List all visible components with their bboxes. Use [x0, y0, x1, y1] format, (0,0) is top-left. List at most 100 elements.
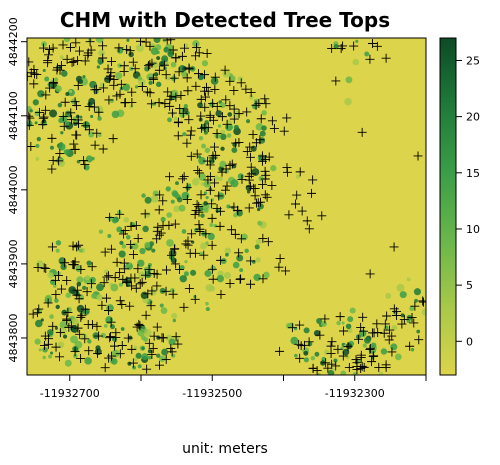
tree-top-marker	[399, 315, 409, 325]
tree-top-marker	[297, 206, 307, 216]
canopy-patch	[340, 370, 347, 375]
tree-top-marker	[58, 40, 68, 50]
tree-top-marker	[52, 65, 62, 75]
canopy-patch	[179, 275, 187, 283]
tree-top-marker	[225, 160, 235, 170]
canopy-patch	[133, 345, 138, 350]
canopy-patch	[97, 116, 102, 121]
canopy-patch	[119, 240, 124, 245]
tree-top-marker	[304, 337, 314, 347]
canopy-patch	[179, 108, 184, 112]
tree-top-marker	[200, 92, 210, 102]
tree-top-marker	[357, 127, 367, 137]
canopy-patch	[41, 41, 47, 47]
tree-top-marker	[38, 43, 48, 53]
tree-top-marker	[92, 321, 102, 331]
tree-top-marker	[51, 342, 61, 352]
canopy-patch	[230, 179, 239, 188]
canopy-patch	[147, 262, 152, 267]
tree-top-marker	[384, 335, 394, 345]
canopy-patch	[89, 80, 97, 89]
canopy-patch	[345, 76, 353, 84]
tree-top-marker	[57, 284, 67, 294]
canopy-patch	[144, 211, 151, 218]
tree-top-marker	[196, 94, 206, 104]
tree-top-marker	[320, 314, 330, 324]
canopy-patch	[49, 279, 56, 286]
canopy-patch	[79, 115, 83, 119]
canopy-patch	[107, 216, 113, 222]
canopy-patch	[255, 123, 264, 131]
canopy-patch	[198, 136, 204, 141]
tree-top-marker	[336, 44, 346, 54]
tree-top-marker	[295, 167, 305, 177]
tree-top-marker	[282, 167, 292, 177]
canopy-patch	[226, 133, 232, 138]
tree-top-marker	[43, 298, 53, 308]
canopy-patch	[244, 248, 249, 254]
tree-top-marker	[230, 229, 240, 239]
tree-top-marker	[131, 220, 141, 230]
tree-top-marker	[38, 120, 48, 130]
tree-top-marker	[210, 178, 220, 188]
canopy-patch	[150, 195, 159, 203]
canopy-patch	[60, 263, 67, 271]
canopy-patch	[333, 358, 338, 363]
canopy-patch	[406, 277, 411, 282]
tree-top-marker	[90, 85, 100, 95]
y-tick-label: 4843900	[7, 239, 20, 288]
canopy-patch	[54, 298, 59, 303]
canopy-patch	[42, 346, 48, 353]
tree-top-marker	[65, 42, 75, 52]
canopy-patch	[107, 233, 112, 238]
colorbar-ramp	[439, 37, 457, 376]
tree-top-marker	[194, 201, 204, 211]
tree-top-marker	[155, 360, 165, 370]
y-tick-label: 4844200	[7, 17, 20, 66]
tree-top-marker	[73, 56, 83, 66]
tree-top-marker	[80, 304, 90, 314]
tree-top-marker	[147, 58, 157, 68]
tree-top-marker	[86, 279, 96, 289]
canopy-patch	[192, 178, 200, 186]
tree-top-marker	[236, 234, 246, 244]
tree-top-marker	[83, 48, 93, 58]
canopy-patch	[165, 186, 171, 192]
canopy-patch	[76, 304, 85, 313]
tree-top-marker	[74, 119, 84, 129]
tree-top-marker	[257, 156, 267, 166]
canopy-patch	[207, 232, 215, 241]
canopy-patch	[116, 46, 124, 54]
tree-top-marker	[212, 129, 222, 139]
canopy-patch	[170, 89, 179, 98]
tree-top-marker	[85, 38, 95, 47]
canopy-patch	[173, 205, 180, 213]
tree-top-marker	[275, 254, 285, 264]
tree-top-marker	[173, 118, 183, 128]
canopy-patch	[258, 155, 266, 162]
tree-top-marker	[47, 242, 57, 252]
tree-top-marker	[98, 144, 108, 154]
canopy-patch	[63, 38, 71, 43]
tree-top-marker	[157, 333, 167, 343]
tree-top-marker	[410, 301, 420, 311]
tree-top-marker	[39, 112, 49, 122]
canopy-patch	[117, 63, 122, 68]
canopy-patch	[140, 291, 149, 300]
tree-top-marker	[215, 221, 225, 231]
canopy-patch	[141, 193, 146, 198]
canopy-patch	[47, 329, 54, 336]
tree-top-marker	[155, 190, 165, 200]
tree-top-marker	[234, 248, 244, 258]
canopy-patch	[65, 292, 72, 298]
tree-top-marker	[169, 73, 179, 83]
tree-top-marker	[135, 279, 145, 289]
tree-top-marker	[89, 102, 99, 112]
canopy-patch	[60, 131, 64, 135]
canopy-patch	[224, 247, 232, 255]
tree-top-marker	[72, 242, 82, 252]
canopy-patch	[201, 143, 206, 149]
tree-top-marker	[54, 156, 64, 166]
canopy-patch	[105, 316, 114, 324]
